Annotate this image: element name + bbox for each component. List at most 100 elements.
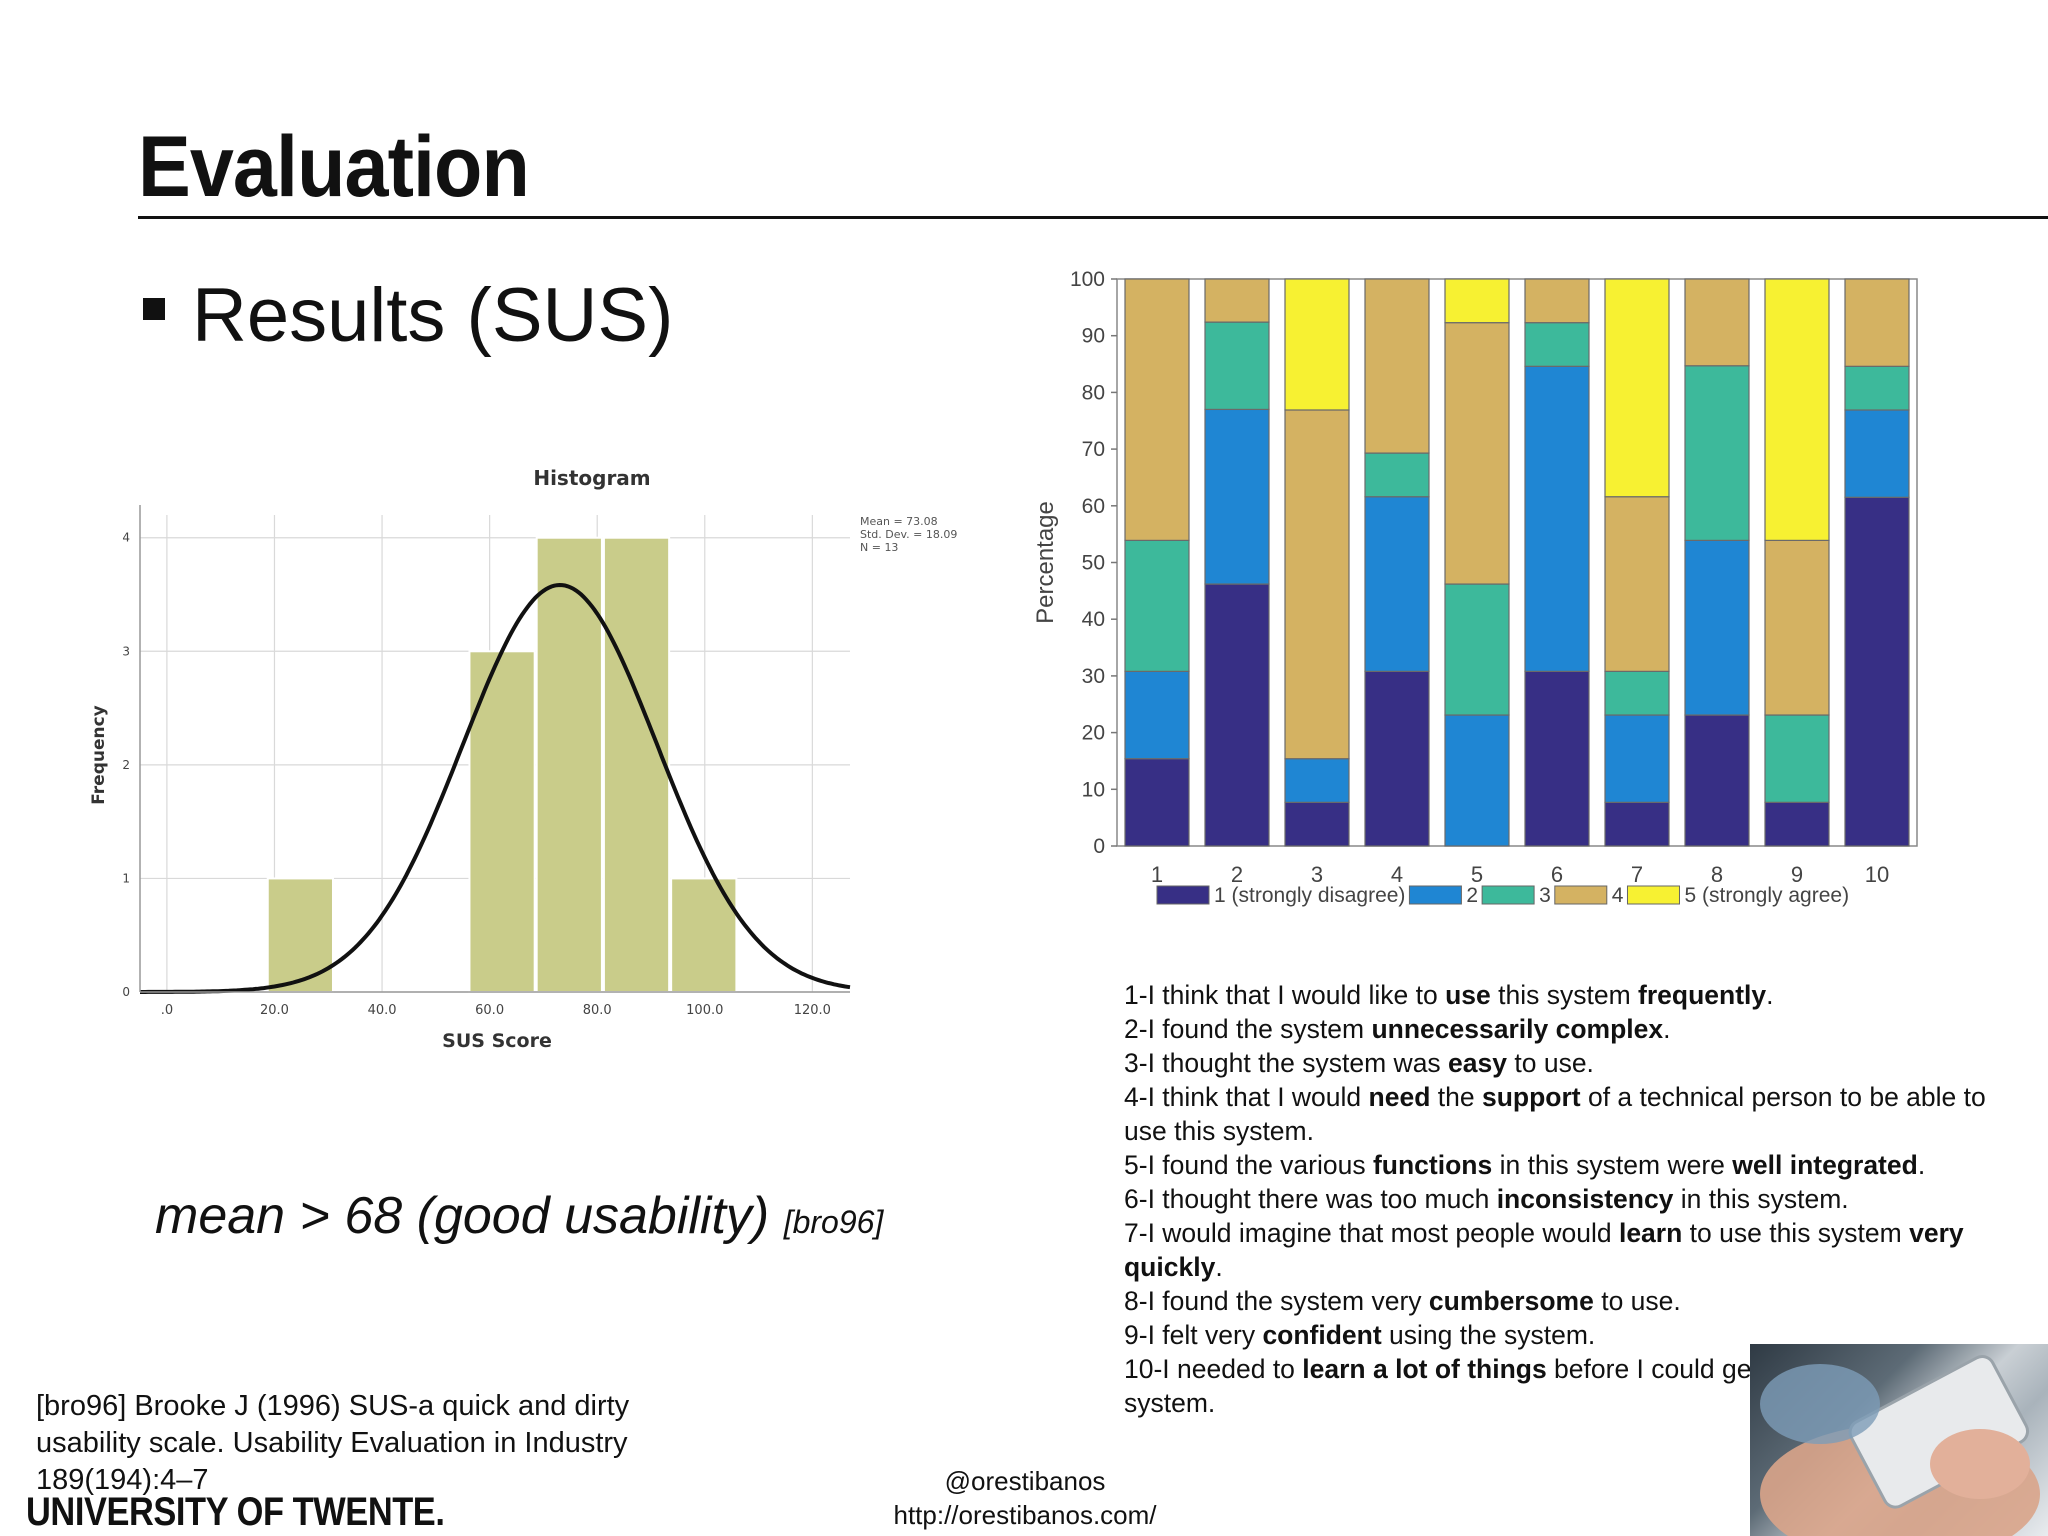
slide-subtitle: Results (SUS) bbox=[192, 273, 674, 358]
bar-segment bbox=[1604, 278, 1670, 498]
bar-segment bbox=[1764, 278, 1830, 541]
sus-question-8: 8-I found the system very cumbersome to … bbox=[1124, 1286, 1681, 1316]
stats-text: Mean = 73.08 bbox=[860, 515, 938, 528]
y-tick-label: 0 bbox=[122, 985, 130, 999]
bar-segment bbox=[1124, 539, 1190, 672]
histogram-bar bbox=[266, 877, 334, 993]
bar-segment bbox=[1844, 278, 1910, 367]
y-tick-label: 50 bbox=[1082, 552, 1105, 575]
sus-question-list: 1-I think that I would like to use this … bbox=[1124, 978, 2004, 1420]
bar-segment bbox=[1364, 452, 1430, 498]
x-tick-label: 80.0 bbox=[583, 1003, 612, 1018]
bar-segment bbox=[1524, 322, 1590, 367]
stats-text: N = 13 bbox=[860, 541, 898, 554]
legend-label: 2 bbox=[1466, 884, 1478, 907]
bar-segment bbox=[1524, 365, 1590, 672]
legend-swatch bbox=[1408, 885, 1462, 905]
bar-segment bbox=[1524, 670, 1590, 847]
y-tick-label: 2 bbox=[122, 758, 130, 772]
sus-question-6: 6-I thought there was too much inconsist… bbox=[1124, 1184, 1849, 1214]
sus-question-5: 5-I found the various functions in this … bbox=[1124, 1150, 1926, 1180]
bar-segment bbox=[1764, 539, 1830, 716]
bar-segment bbox=[1284, 758, 1350, 803]
bar-segment bbox=[1524, 278, 1590, 324]
y-tick-label: 80 bbox=[1082, 381, 1105, 404]
x-tick-label: .0 bbox=[161, 1003, 173, 1018]
mean-note: mean > 68 (good usability) [bro96] bbox=[155, 1186, 883, 1246]
university-logo: UNIVERSITY OF TWENTE. bbox=[26, 1490, 445, 1534]
legend-label: 3 bbox=[1539, 884, 1551, 907]
x-tick-label: 100.0 bbox=[686, 1003, 723, 1018]
bar-segment bbox=[1684, 539, 1750, 716]
bar-segment bbox=[1764, 714, 1830, 803]
bullet-square-icon bbox=[143, 298, 165, 320]
y-tick-label: 4 bbox=[122, 531, 130, 545]
x-tick-label: 9 bbox=[1791, 862, 1803, 887]
footer-handle: @orestibanos bbox=[944, 1466, 1106, 1496]
histogram-bar bbox=[535, 536, 603, 993]
y-tick-label: 40 bbox=[1082, 608, 1105, 631]
histogram-bar bbox=[468, 650, 536, 994]
bar-segment bbox=[1284, 409, 1350, 760]
bar-segment bbox=[1204, 408, 1270, 585]
sus-question-9: 9-I felt very confident using the system… bbox=[1124, 1320, 1596, 1350]
legend-label: 5 (strongly agree) bbox=[1684, 884, 1849, 907]
sus-question-1: 1-I think that I would like to use this … bbox=[1124, 980, 1774, 1010]
y-tick-label: 3 bbox=[122, 644, 130, 658]
legend-swatch bbox=[1481, 885, 1535, 905]
bar-segment bbox=[1364, 496, 1430, 672]
bar-segment bbox=[1444, 322, 1510, 585]
bar-segment bbox=[1204, 583, 1270, 847]
x-tick-label: 5 bbox=[1471, 862, 1483, 887]
y-tick-label: 10 bbox=[1082, 778, 1105, 801]
x-tick-label: 40.0 bbox=[368, 1003, 397, 1018]
bar-segment bbox=[1284, 278, 1350, 411]
bar-segment bbox=[1444, 714, 1510, 847]
histogram-chart: .0 20.0 40.0 60.0 80.0 100.0 120.0 0 1 2 3 4 Histogr… bbox=[89, 466, 957, 1052]
y-tick-label: 30 bbox=[1082, 665, 1105, 688]
x-tick-label: 7 bbox=[1631, 862, 1643, 887]
bar-segment bbox=[1364, 278, 1430, 454]
bar-segment bbox=[1684, 365, 1750, 541]
x-tick-label: 2 bbox=[1231, 862, 1243, 887]
legend-swatch bbox=[1626, 885, 1680, 905]
bar-segment bbox=[1364, 670, 1430, 847]
y-tick-label: 100 bbox=[1070, 268, 1105, 291]
bar-segment bbox=[1844, 409, 1910, 498]
legend-label: 1 (strongly disagree) bbox=[1214, 884, 1405, 907]
bar-segment bbox=[1604, 714, 1670, 803]
y-tick-label: 60 bbox=[1082, 495, 1105, 518]
footer-url[interactable]: http://orestibanos.com/ bbox=[893, 1500, 1157, 1530]
y-axis-label: Percentage bbox=[1032, 501, 1059, 624]
bar-segment bbox=[1124, 278, 1190, 541]
reference-text: [bro96] Brooke J (1996) SUS-a quick and … bbox=[36, 1390, 630, 1496]
x-tick-label: 8 bbox=[1711, 862, 1723, 887]
y-axis-label: Frequency bbox=[89, 705, 109, 805]
bar-segment bbox=[1604, 801, 1670, 847]
y-tick-label: 70 bbox=[1082, 438, 1105, 461]
x-tick-label: 120.0 bbox=[794, 1003, 831, 1018]
x-tick-label: 6 bbox=[1551, 862, 1563, 887]
bar-segment bbox=[1844, 365, 1910, 411]
bar-segment bbox=[1124, 670, 1190, 760]
sus-question-3: 3-I thought the system was easy to use. bbox=[1124, 1048, 1594, 1078]
x-tick-label: 20.0 bbox=[260, 1003, 289, 1018]
x-tick-label: 1 bbox=[1151, 862, 1163, 887]
bar-segment bbox=[1844, 496, 1910, 847]
mean-note-text: mean > 68 (good usability) bbox=[155, 1187, 770, 1245]
y-tick-label: 90 bbox=[1082, 325, 1105, 348]
y-tick-label: 20 bbox=[1082, 722, 1105, 745]
bar-segment bbox=[1204, 321, 1270, 411]
normal-curve-line bbox=[140, 582, 851, 994]
bar-segment bbox=[1684, 278, 1750, 367]
sus-question-7: 7-I would imagine that most people would… bbox=[1124, 1218, 1964, 1282]
bar-segment bbox=[1444, 278, 1510, 324]
bar-segment bbox=[1604, 670, 1670, 716]
legend-label: 4 bbox=[1612, 884, 1624, 907]
stats-text: Std. Dev. = 18.09 bbox=[860, 528, 957, 541]
stacked-bar-chart: 0 10 20 30 40 50 60 70 80 90 100 1 2 3 4 5 6 7 8 9 10 Percent… bbox=[1032, 268, 1918, 907]
smartphone-photo bbox=[1750, 1344, 2048, 1536]
bar-segment bbox=[1284, 801, 1350, 847]
x-axis-label: SUS Score bbox=[442, 1030, 552, 1052]
bar-segment bbox=[1684, 714, 1750, 847]
